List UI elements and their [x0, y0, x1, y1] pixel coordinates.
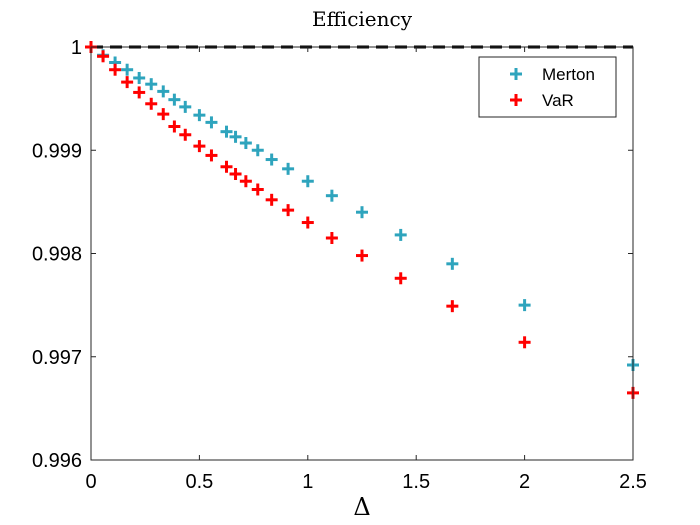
legend-label-var: VaR — [542, 91, 574, 110]
x-tick-label: 0 — [85, 471, 96, 493]
merton-point — [121, 63, 134, 76]
var-point — [239, 175, 252, 188]
merton-point — [133, 71, 146, 84]
merton-point — [356, 206, 368, 219]
var-point — [205, 149, 218, 162]
merton-point — [394, 228, 407, 241]
var-point — [179, 128, 192, 141]
x-axis-label: Δ — [353, 493, 370, 521]
var-point — [168, 120, 181, 133]
var-point — [301, 216, 314, 229]
var-point — [265, 193, 278, 206]
legend-marker-var — [510, 94, 522, 106]
var-point — [220, 160, 233, 173]
merton-point — [145, 78, 158, 91]
var-point — [97, 50, 110, 63]
var-point — [446, 300, 459, 313]
axes-box — [90, 46, 634, 461]
var-point — [229, 167, 242, 180]
merton-point — [446, 257, 459, 270]
chart-title: Efficiency — [312, 7, 413, 31]
merton-point — [168, 93, 181, 106]
var-point — [282, 204, 295, 217]
y-tick-label: 0.998 — [32, 244, 82, 266]
var-point — [325, 232, 338, 245]
merton-point — [282, 162, 295, 175]
y-tick-label: 0.997 — [32, 347, 82, 369]
y-tick-label: 1 — [71, 37, 82, 59]
merton-point — [518, 299, 531, 312]
merton-point — [220, 125, 233, 138]
merton-point — [229, 130, 242, 143]
y-tick-label: 0.996 — [32, 450, 82, 472]
legend: Merton VaR — [478, 56, 617, 118]
var-point — [356, 249, 368, 262]
var-point — [251, 183, 264, 196]
x-tick-label: 2 — [519, 471, 530, 493]
legend-box — [478, 56, 617, 118]
var-point — [394, 272, 407, 285]
merton-point — [325, 189, 338, 202]
var-point — [157, 108, 170, 121]
x-tick-label: 1 — [302, 471, 313, 493]
x-tick-label: 1.5 — [402, 471, 430, 493]
merton-point — [301, 175, 314, 188]
merton-point — [265, 153, 278, 166]
x-tick-label: 2.5 — [619, 471, 647, 493]
merton-point — [179, 100, 192, 113]
y-tick-label: 0.999 — [32, 140, 82, 162]
var-point — [145, 97, 158, 110]
var-point — [518, 336, 531, 349]
merton-point — [157, 85, 170, 98]
merton-point — [205, 116, 218, 129]
legend-label-merton: Merton — [542, 65, 595, 84]
var-point — [193, 140, 206, 153]
var-point — [109, 63, 122, 76]
x-tick-label: 0.5 — [185, 471, 213, 493]
legend-marker-merton — [510, 68, 522, 80]
merton-point — [239, 137, 252, 150]
merton-point — [251, 144, 264, 157]
merton-point — [193, 109, 206, 122]
var-point — [121, 76, 134, 89]
var-point — [133, 86, 146, 99]
